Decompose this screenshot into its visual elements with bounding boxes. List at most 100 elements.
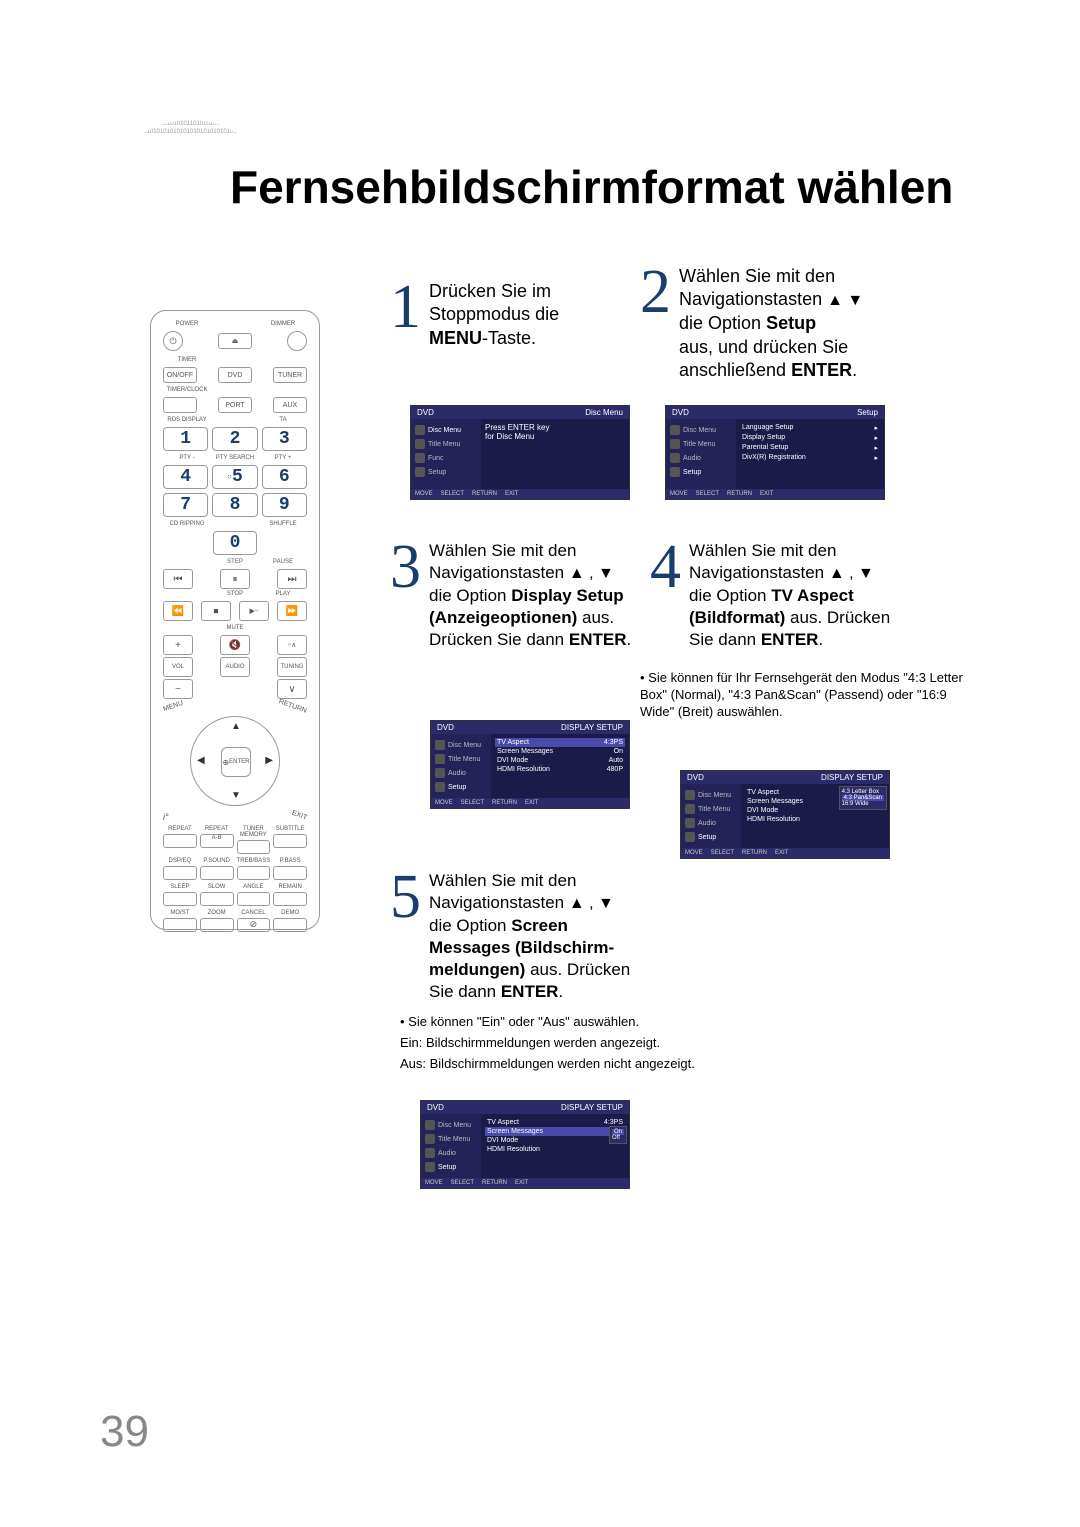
ffwd-button: ⏩ [277, 601, 307, 621]
osd-screen-3: DVDDISPLAY SETUP Disc Menu Title Menu Au… [430, 720, 630, 809]
page-title: Fernsehbildschirmformat wählen [230, 160, 953, 214]
setup-icon [425, 1162, 435, 1172]
return-label: RETURN [278, 698, 308, 715]
setup-icon [415, 467, 425, 477]
label-rds: RDS DISPLAY [163, 417, 211, 423]
vol-down: − [163, 679, 193, 699]
power-button: ⏻ [163, 331, 183, 351]
osd-footer-select: SELECT [451, 1180, 474, 1186]
nav-up-icon: ▲ [231, 721, 241, 732]
osd4-side-setup: Setup [685, 830, 737, 844]
osd3-side-title: Title Menu [435, 752, 487, 766]
pause-button: ⏸ [220, 569, 250, 589]
osd5-side-setup: Setup [425, 1160, 477, 1174]
vol-up: + [163, 635, 193, 655]
step-4: 4 Wählen Sie mit den Navigationstasten ▲… [650, 540, 890, 651]
osd5-row1: TV Aspect4:3PS [485, 1118, 625, 1127]
osd2-side-setup: Setup [670, 465, 732, 479]
number-keypad: 1 2 3 [163, 427, 307, 451]
label-timerclock: TIMER/CLOCK [163, 387, 211, 393]
osd-footer-return: RETURN [482, 1180, 507, 1186]
label-subtitle: SUBTITLE [273, 826, 307, 832]
osd2-side-title: Title Menu [670, 437, 732, 451]
step-5-note2: Ein: Bildschirmmeldungen werden angezeig… [400, 1035, 695, 1052]
label-dspeq: DSP/EQ [163, 858, 197, 864]
label-tunermem: TUNER MEMORY [237, 826, 271, 838]
num-4: 4 [163, 465, 208, 489]
setup-icon [670, 467, 680, 477]
audio-icon [685, 818, 695, 828]
label-most: MO/ST [163, 910, 197, 916]
osd1-side-setup: Setup [415, 465, 477, 479]
function-buttons-row2: DSP/EQ P.SOUND TREB/BASS P.BASS [163, 858, 307, 880]
audio-icon [425, 1148, 435, 1158]
function-buttons-row4: MO/ST ZOOM CANCEL⊘ DEMO [163, 910, 307, 932]
label-step: STEP [211, 559, 259, 565]
label-play: PLAY [259, 591, 307, 597]
disc-icon [415, 425, 425, 435]
disc-icon [425, 1120, 435, 1130]
label-demo: DEMO [273, 910, 307, 916]
osd-screen-4: DVDDISPLAY SETUP Disc Menu Title Menu Au… [680, 770, 890, 859]
function-buttons-row3: SLEEP SLOW ANGLE REMAIN [163, 884, 307, 906]
osd1-header-right: Disc Menu [585, 408, 623, 417]
osd4-header-right: DISPLAY SETUP [821, 773, 883, 782]
exit-label: EXIT [290, 810, 308, 825]
num-7: 7 [163, 493, 208, 517]
tuning-down: ∨ [277, 679, 307, 699]
label-pbass: P.BASS [273, 858, 307, 864]
dvd-button: DVD [218, 367, 252, 383]
osd3-side-audio: Audio [435, 766, 487, 780]
osd5-row4: HDMI Resolution [485, 1145, 625, 1154]
step-1-text: Drücken Sie im Stoppmodus die MENU-Taste… [429, 280, 559, 350]
osd4-header-left: DVD [687, 773, 704, 782]
title-icon [425, 1134, 435, 1144]
step-3: 3 Wählen Sie mit den Navigationstasten ▲… [390, 540, 631, 651]
nav-down-icon: ▼ [231, 790, 241, 801]
osd1-msg1: Press ENTER key [485, 423, 625, 432]
label-repeatab: REPEAT [200, 826, 234, 832]
audio-icon [435, 768, 445, 778]
osd5-header-left: DVD [427, 1103, 444, 1112]
label-slow: SLOW [200, 884, 234, 890]
step-5-notes: • Sie können "Ein" oder "Aus" auswählen.… [400, 1010, 695, 1073]
osd4-side-title: Title Menu [685, 802, 737, 816]
osd-footer-move: MOVE [425, 1180, 443, 1186]
num-2: 2 [212, 427, 257, 451]
osd-footer-move: MOVE [415, 491, 433, 497]
disc-icon [435, 740, 445, 750]
label-ptyminus: PTY - [163, 455, 211, 461]
tuning-up: ○∧ [277, 635, 307, 655]
osd2-item3: Parental Setup▸ [740, 443, 880, 453]
osd2-item4: DivX(R) Registration▸ [740, 453, 880, 463]
nav-dpad: ▲ ▼ ◀ ▶ ⊕ENTER [190, 716, 280, 806]
func-icon [415, 453, 425, 463]
label-psound: P.SOUND [200, 858, 234, 864]
audio-icon [670, 453, 680, 463]
osd3-header-right: DISPLAY SETUP [561, 723, 623, 732]
osd5-side-title: Title Menu [425, 1132, 477, 1146]
step-1-number: 1 [390, 280, 421, 336]
num-8: 8 [212, 493, 257, 517]
osd3-row4: HDMI Resolution480P [495, 765, 625, 774]
osd1-side-disc: Disc Menu [415, 423, 477, 437]
num-3: 3 [262, 427, 307, 451]
osd-footer-exit: EXIT [525, 800, 538, 806]
osd5-row3: DVI Mode [485, 1136, 625, 1145]
osd5-side-audio: Audio [425, 1146, 477, 1160]
stop-button: ⏹ [201, 601, 231, 621]
label-cancel: CANCEL [237, 910, 271, 916]
rewind-button: ⏪ [163, 601, 193, 621]
label-dimmer: DIMMER [259, 321, 307, 327]
osd3-row1: TV Aspect4:3PS [495, 738, 625, 747]
osd-screen-5: DVDDISPLAY SETUP Disc Menu Title Menu Au… [420, 1100, 630, 1189]
timerclock-button [163, 397, 197, 413]
osd-footer-move: MOVE [685, 850, 703, 856]
osd5-opt2: Off [612, 1135, 624, 1141]
osd-screen-1: DVDDisc Menu Disc Menu Title Menu Func S… [410, 405, 630, 500]
osd-footer-move: MOVE [435, 800, 453, 806]
setup-icon [435, 782, 445, 792]
step-5-note1: • Sie können "Ein" oder "Aus" auswählen. [400, 1014, 695, 1031]
osd4-opt3: 16:9 Wide [842, 801, 884, 807]
osd3-row3: DVI ModeAuto [495, 756, 625, 765]
